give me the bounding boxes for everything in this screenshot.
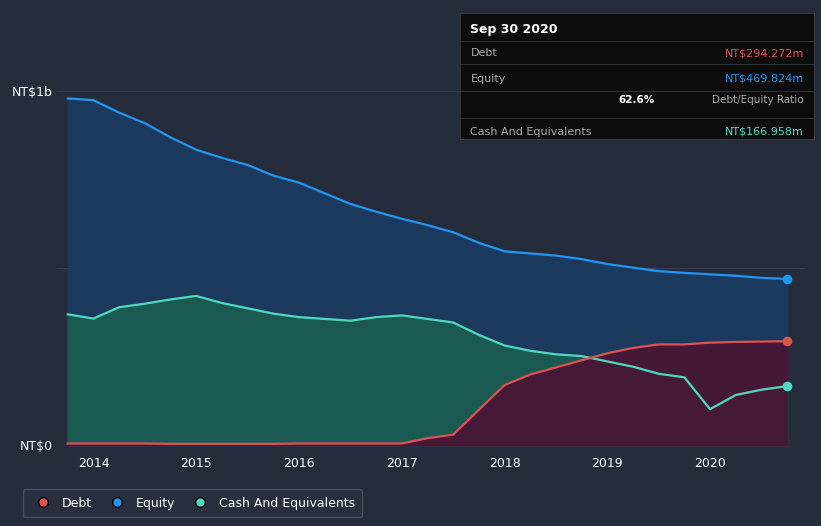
Text: NT$469.824m: NT$469.824m — [725, 74, 804, 84]
Legend: Debt, Equity, Cash And Equivalents: Debt, Equity, Cash And Equivalents — [23, 489, 362, 517]
Text: NT$166.958m: NT$166.958m — [725, 127, 804, 137]
Point — [781, 275, 794, 283]
Text: NT$294.272m: NT$294.272m — [724, 48, 804, 58]
Text: Equity: Equity — [470, 74, 506, 84]
Text: Sep 30 2020: Sep 30 2020 — [470, 23, 558, 36]
Point — [781, 337, 794, 346]
Text: Debt/Equity Ratio: Debt/Equity Ratio — [712, 95, 804, 105]
Text: Cash And Equivalents: Cash And Equivalents — [470, 127, 592, 137]
Text: Debt: Debt — [470, 48, 498, 58]
Point — [781, 382, 794, 390]
Text: 62.6%: 62.6% — [618, 95, 655, 105]
